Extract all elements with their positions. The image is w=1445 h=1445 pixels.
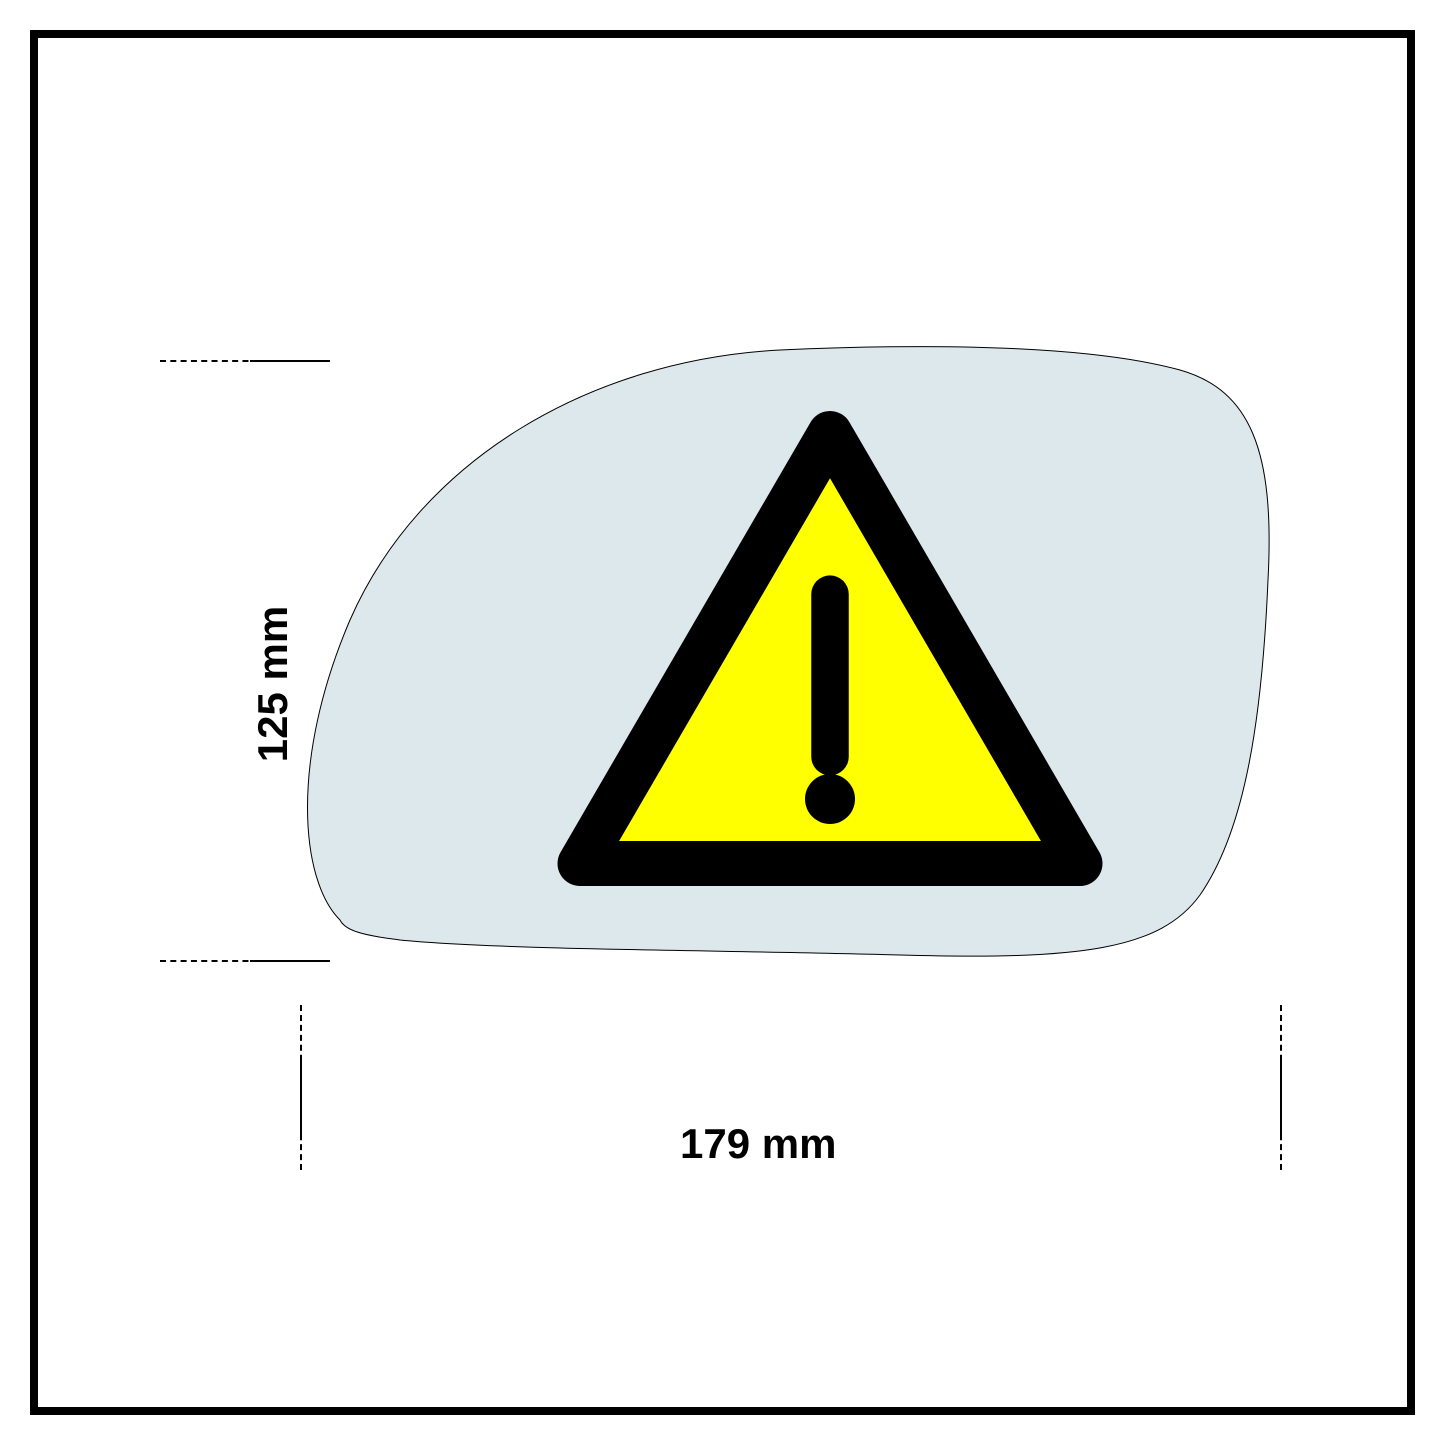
width-dash-left	[300, 1005, 302, 1170]
height-dash-bottom	[160, 960, 300, 962]
warning-triangle-icon	[0, 0, 1445, 1445]
width-dash-right	[1280, 1005, 1282, 1170]
technical-diagram: 125 mm 179 mm	[0, 0, 1445, 1445]
height-dimension-label: 125 mm	[249, 606, 297, 762]
height-dash-top	[160, 360, 300, 362]
width-dimension-label: 179 mm	[680, 1120, 836, 1168]
